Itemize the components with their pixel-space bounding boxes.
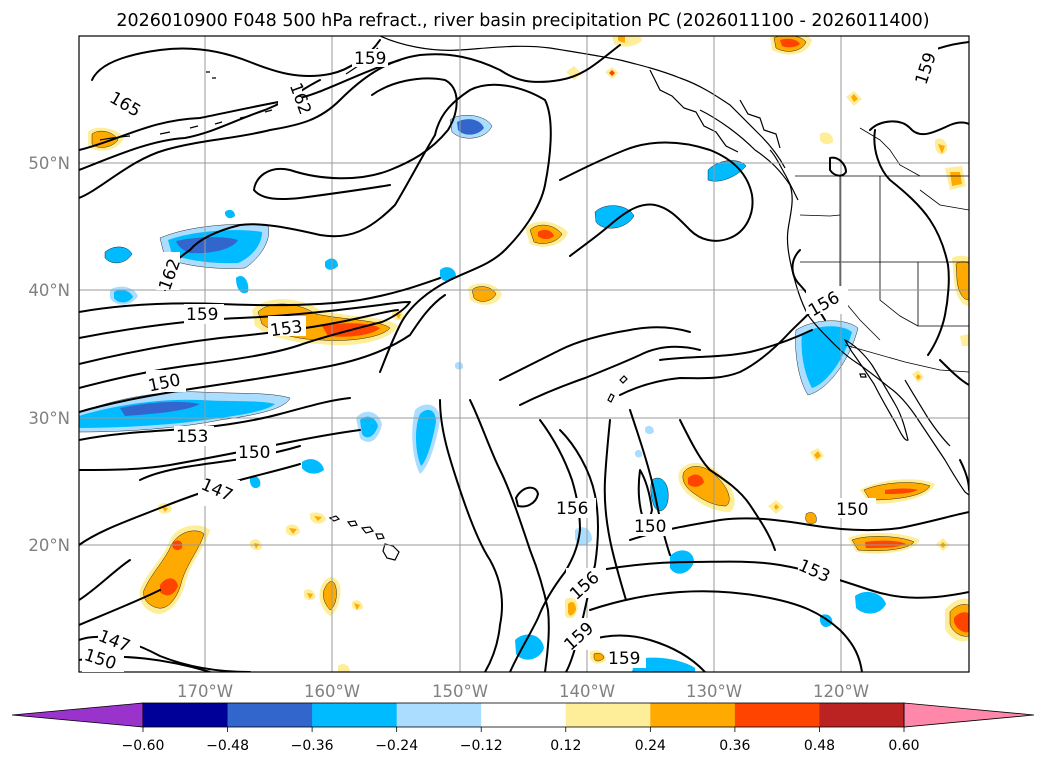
latitude-labels: 50°N 40°N 30°N 20°N xyxy=(28,154,70,555)
political-borders xyxy=(795,127,969,373)
lon-label: 160°W xyxy=(304,682,360,701)
colorbar-swatch xyxy=(143,703,229,727)
colorbar-tick-label: −0.12 xyxy=(460,738,503,754)
colorbar-swatch xyxy=(227,703,313,727)
contour-label: 159 xyxy=(608,649,640,669)
lon-label: 130°W xyxy=(686,682,742,701)
contour-label: 153 xyxy=(176,427,208,447)
colorbar-tick-label: 0.48 xyxy=(804,738,835,754)
lon-label: 120°W xyxy=(813,682,869,701)
contour-label: 150 xyxy=(238,443,270,463)
colorbar-tick-label: 0.12 xyxy=(550,738,581,754)
negative-anomaly-shading xyxy=(79,115,886,672)
figure-title: 2026010900 F048 500 hPa refract., river … xyxy=(116,11,929,31)
contour-label: 159 xyxy=(354,49,386,69)
lon-label: 140°W xyxy=(559,682,615,701)
colorbar-tick-label: 0.24 xyxy=(635,738,666,754)
colorbar-tick-label: −0.36 xyxy=(291,738,334,754)
positive-anomaly-shading xyxy=(88,36,969,672)
colorbar-tick-label: 0.60 xyxy=(888,738,919,754)
contour-label: 153 xyxy=(269,317,304,341)
colorbar-swatch xyxy=(734,703,820,727)
colorbar-swatch xyxy=(396,703,482,727)
longitude-labels: 170°W 160°W 150°W 140°W 130°W 120°W xyxy=(177,682,869,701)
contour-label: 150 xyxy=(634,517,666,537)
colorbar-swatch xyxy=(650,703,736,727)
colorbar-tick-label: −0.24 xyxy=(375,738,418,754)
colorbar-swatch xyxy=(312,703,398,727)
colorbar-extend-high xyxy=(903,702,1035,728)
lat-label: 30°N xyxy=(28,409,70,428)
gridlines xyxy=(79,36,969,672)
colorbar-tick-labels: −0.60 −0.48 −0.36 −0.24 −0.12 0.12 0.24 0.36 0.4… xyxy=(122,727,920,754)
colorbar-tick-label: −0.48 xyxy=(206,738,249,754)
colorbar-tick-label: 0.36 xyxy=(719,738,750,754)
colorbar-swatch xyxy=(565,703,651,727)
lat-label: 40°N xyxy=(28,281,70,300)
lat-label: 50°N xyxy=(28,154,70,173)
contour-label: 156 xyxy=(556,499,588,519)
contour-labels: 159 165 162 162 159 153 150 153 150 147 … xyxy=(82,46,941,674)
map-frame xyxy=(78,35,970,673)
colorbar-frame xyxy=(142,702,905,728)
colorbar-tick-label: −0.60 xyxy=(122,738,165,754)
coastlines xyxy=(99,36,969,561)
colorbar xyxy=(11,702,1035,728)
lat-label: 20°N xyxy=(28,536,70,555)
lon-label: 150°W xyxy=(432,682,488,701)
contour-label: 159 xyxy=(186,305,218,325)
colorbar-swatch xyxy=(819,703,905,727)
lon-label: 170°W xyxy=(177,682,233,701)
contour-label: 150 xyxy=(836,500,868,520)
colorbar-extend-low xyxy=(11,702,144,728)
colorbar-swatch xyxy=(481,703,567,727)
map-content xyxy=(79,36,969,672)
